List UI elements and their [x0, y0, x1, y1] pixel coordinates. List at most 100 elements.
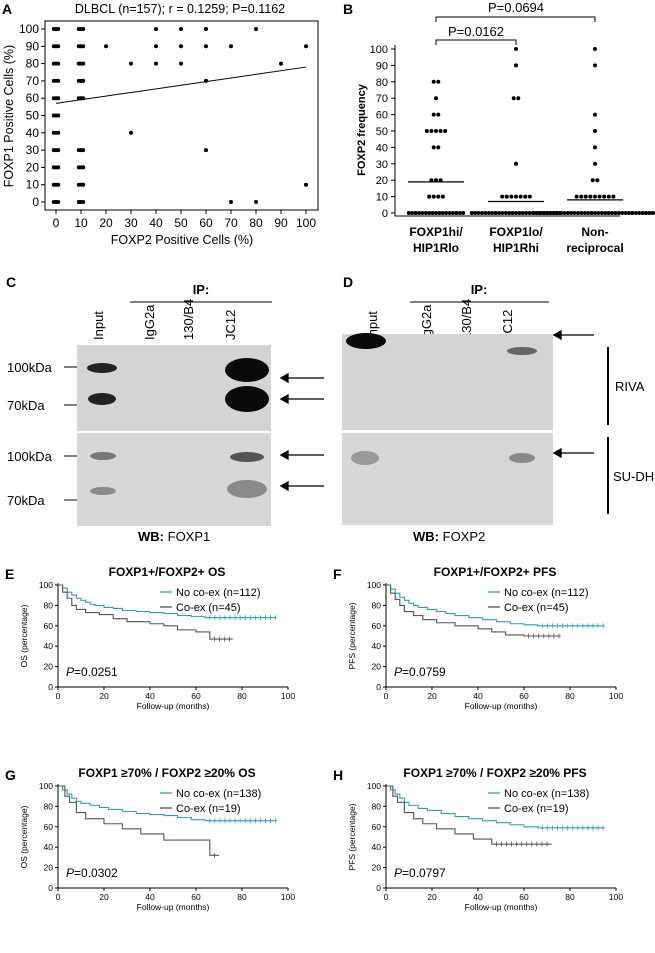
- x-tick-label: 80: [237, 892, 247, 902]
- data-point: [454, 211, 459, 215]
- data-point: [611, 194, 616, 199]
- y-tick-label: 60: [26, 91, 40, 105]
- y-tick-label: 80: [44, 600, 54, 610]
- x-tick-label: 80: [565, 892, 575, 902]
- data-point: [579, 211, 584, 215]
- y-tick-label: 0: [376, 883, 381, 893]
- data-point: [514, 47, 518, 51]
- data-point: [606, 211, 611, 215]
- km-curve-no-coex: [58, 785, 277, 822]
- data-point: [451, 211, 455, 215]
- data-point: [620, 211, 625, 215]
- lane-label-igg2a: IgG2a: [419, 304, 434, 340]
- km-p-value: P=0.0251: [66, 665, 118, 679]
- km-x-label: Follow-up (months): [137, 701, 210, 711]
- p-letter: P: [66, 866, 74, 880]
- legend-label-no-coex: No co-ex (n=138): [504, 788, 589, 800]
- data-point: [438, 129, 443, 133]
- data-point: [593, 161, 597, 166]
- panel-e: E FOXP1+/FOXP2+ OS 0 20 40 60 80 100 0 20 40 60 80 10…: [5, 565, 295, 711]
- x-tick-label: 100: [609, 892, 623, 902]
- wb-label-d: WB: FOXP2: [413, 529, 485, 544]
- y-tick-label: 0: [376, 682, 381, 692]
- mw-marker-70: 70kDa: [7, 398, 45, 413]
- panel-letter: G: [5, 767, 16, 783]
- panel-a-y-label: FOXP1 Positive Cells (%): [2, 45, 16, 187]
- group-label-2-line-1: FOXP1lo/: [489, 225, 543, 239]
- y-tick-label: 100: [370, 44, 388, 56]
- km-title: FOXP1+/FOXP2+ PFS: [434, 565, 557, 579]
- data-point: [81, 200, 86, 204]
- data-point: [204, 148, 208, 153]
- y-tick-label: 10: [26, 178, 40, 192]
- cell-line-sudhl2: SU-DHL-2: [613, 469, 655, 484]
- km-p-value: P=0.0302: [66, 866, 118, 880]
- x-tick-label: 60: [191, 691, 201, 701]
- km-title: FOXP1 ≥70% / FOXP2 ≥20% OS: [78, 766, 255, 780]
- data-point: [531, 211, 536, 215]
- panel-a-points: [51, 27, 308, 204]
- data-point: [154, 44, 158, 49]
- data-point: [229, 200, 233, 204]
- data-point: [596, 211, 601, 215]
- km-title: FOXP1+/FOXP2+ OS: [109, 565, 226, 579]
- panel-b: B 0 10 20 30 40 50 60 70 80 90 100 FOXP2 frequency…: [343, 0, 655, 255]
- data-point: [610, 211, 614, 215]
- data-point: [593, 112, 597, 117]
- y-tick-label: 20: [376, 175, 388, 187]
- data-point: [179, 44, 183, 49]
- band-arrows: [552, 329, 594, 459]
- data-point: [104, 44, 108, 49]
- panel-h: H FOXP1 ≥70% / FOXP2 ≥20% PFS 0 20 40 60 80 100…: [333, 766, 623, 912]
- wb-prefix: WB:: [138, 529, 164, 544]
- panel-a-regression-line: [55, 66, 307, 104]
- data-point: [417, 211, 421, 215]
- band: [90, 452, 116, 460]
- blot-c-sudhl2: [77, 433, 271, 526]
- y-tick-label: 20: [26, 160, 40, 174]
- data-point: [56, 200, 61, 204]
- bracket-inner: [435, 39, 517, 45]
- data-point: [633, 211, 638, 215]
- km-curve-coex: [58, 785, 219, 856]
- panel-a-title: DLBCL (n=157); r = 0.1259; P=0.1162: [75, 2, 285, 16]
- data-point: [569, 211, 574, 215]
- band-arrows: [279, 372, 324, 492]
- data-point: [204, 44, 208, 49]
- data-point: [440, 194, 445, 199]
- data-point: [616, 211, 621, 215]
- wb-prefix: WB:: [413, 529, 439, 544]
- data-point: [565, 211, 570, 215]
- x-tick-label: 20: [99, 691, 109, 701]
- band: [509, 453, 535, 463]
- data-point: [436, 194, 441, 199]
- panel-d: D IP: Input IgG2a 130/B4 JC12 RIVA SU-DH…: [342, 274, 655, 544]
- data-point: [179, 27, 183, 31]
- band: [90, 487, 116, 495]
- panel-c: C IP: Input IgG2a 130/B4 JC12 100kDa 70k…: [6, 274, 324, 544]
- data-point: [593, 211, 597, 215]
- mw-marker-100: 100kDa: [7, 449, 53, 464]
- y-tick-label: 90: [26, 39, 40, 53]
- data-point: [129, 61, 133, 66]
- data-point: [535, 211, 540, 215]
- data-point: [497, 211, 501, 215]
- km-curve-no-coex: [386, 785, 605, 829]
- data-point: [542, 211, 546, 215]
- data-point: [427, 211, 432, 215]
- data-point: [509, 194, 514, 199]
- cell-line-riva: RIVA: [615, 379, 645, 394]
- km-curve-coex: [386, 785, 552, 845]
- data-point: [81, 148, 86, 153]
- y-tick-label: 80: [44, 801, 54, 811]
- data-point: [476, 211, 481, 215]
- mw-marker-70: 70kDa: [7, 493, 45, 508]
- x-tick-label: 80: [237, 691, 247, 701]
- lane-label-130b4: 130/B4: [181, 299, 196, 340]
- x-tick-label: 20: [99, 892, 109, 902]
- x-tick-label: 40: [145, 691, 155, 701]
- data-point: [603, 211, 608, 215]
- p-number: =0.0302: [74, 866, 118, 880]
- panel-b-y-label: FOXP2 frequency: [356, 83, 368, 176]
